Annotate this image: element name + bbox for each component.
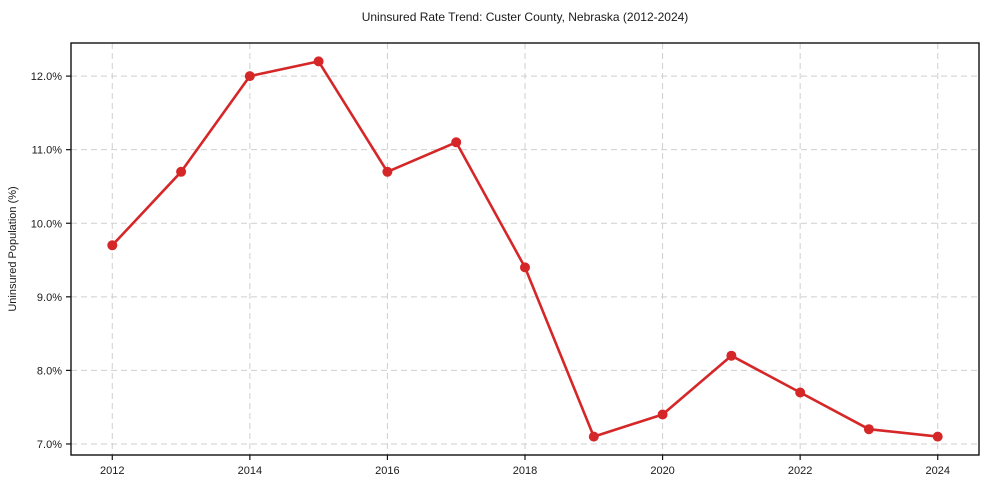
y-tick-label: 12.0% [31, 71, 62, 83]
data-point-marker [176, 166, 187, 177]
gridlines [71, 43, 979, 455]
data-point-marker [107, 240, 118, 251]
x-tick-label: 2016 [375, 465, 399, 477]
y-axis-label: Uninsured Population (%) [7, 186, 19, 311]
data-point-marker [588, 431, 599, 442]
x-tick-label: 2022 [788, 465, 812, 477]
tick-labels: 7.0% 8.0% 9.0% 10.0% 11.0% 12.0% 2012 2014 2016 2… [31, 71, 950, 477]
data-series [107, 56, 943, 442]
data-point-marker [313, 56, 324, 67]
y-tick-label: 8.0% [37, 365, 62, 377]
data-point-marker [863, 424, 874, 435]
y-tick-label: 9.0% [37, 292, 62, 304]
x-tick-label: 2018 [513, 465, 537, 477]
x-tick-label: 2014 [238, 465, 262, 477]
x-tick-label: 2012 [100, 465, 124, 477]
y-tick-label: 11.0% [32, 145, 63, 157]
axes-frame [66, 42, 980, 460]
data-point-marker [520, 262, 530, 273]
y-tick-label: 7.0% [37, 439, 62, 451]
data-point-marker [795, 387, 806, 398]
x-tick-label: 2020 [650, 465, 674, 477]
x-tick-label: 2024 [925, 465, 949, 477]
data-point-marker [932, 431, 943, 442]
data-point-marker [726, 350, 737, 361]
chart-title: Uninsured Rate Trend: Custer County, Neb… [362, 10, 689, 24]
y-tick-label: 10.0% [31, 218, 62, 230]
data-point-marker [451, 137, 462, 148]
data-point-marker [382, 166, 393, 177]
data-point-marker [657, 409, 668, 420]
data-point-marker [244, 71, 255, 82]
